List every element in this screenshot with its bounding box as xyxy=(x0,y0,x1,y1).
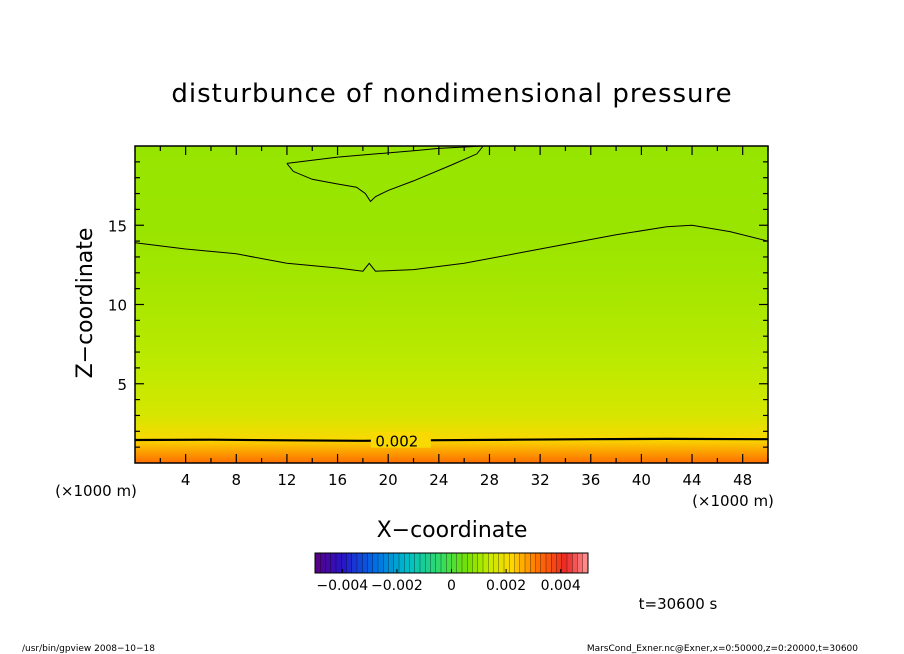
y-tick-label: 15 xyxy=(108,217,127,235)
colorbar-segment xyxy=(577,552,584,574)
y-unit-label: (×1000 m) xyxy=(55,482,137,500)
y-axis-label: Z−coordinate xyxy=(73,228,98,379)
colorbar-segment xyxy=(551,552,557,574)
colorbar-segment xyxy=(530,552,536,574)
contour-line xyxy=(135,437,768,442)
time-label: t=30600 s xyxy=(639,595,718,613)
colorbar-segment xyxy=(451,552,458,574)
x-tick-label: 4 xyxy=(181,471,191,489)
x-tick-label: 48 xyxy=(733,471,752,489)
colorbar-tick-label: −0.004 xyxy=(316,578,368,594)
colorbar-segment xyxy=(461,552,468,574)
colorbar-segment xyxy=(561,552,568,574)
colorbar: −0.004 −0.002 0 0.002 0.004 xyxy=(314,552,589,594)
x-tick-label: 16 xyxy=(328,471,347,489)
chart-title: disturbunce of nondimensional pressure xyxy=(171,79,732,109)
colorbar-segment xyxy=(377,552,384,574)
colorbar-segment xyxy=(430,552,437,574)
contour-line xyxy=(135,224,768,272)
x-ticks: 4 8 12 16 20 24 28 32 36 40 44 48 xyxy=(159,146,769,489)
colorbar-segment xyxy=(446,552,452,574)
colorbar-segment xyxy=(356,552,363,574)
colorbar-segment xyxy=(404,552,410,574)
x-tick-label: 8 xyxy=(232,471,242,489)
colorbar-segment xyxy=(509,552,515,574)
colorbar-segment xyxy=(362,552,368,574)
colorbar-segment xyxy=(482,552,489,574)
colorbar-tick-label: 0.002 xyxy=(486,578,526,594)
contour-label: 0.002 xyxy=(375,433,418,451)
colorbar-segment xyxy=(514,552,521,574)
colorbar-segment xyxy=(320,552,326,574)
y-ticks: 5 10 15 xyxy=(108,161,768,448)
x-unit-label: (×1000 m) xyxy=(692,492,774,510)
colorbar-segment xyxy=(540,552,547,574)
colorbar-segment xyxy=(503,552,510,574)
x-tick-label: 44 xyxy=(682,471,701,489)
colorbar-segment xyxy=(325,552,332,574)
field-shading xyxy=(135,146,768,463)
colorbar-segment xyxy=(519,552,526,574)
colorbar-segment xyxy=(335,552,342,574)
y-tick-label: 10 xyxy=(108,297,127,315)
x-tick-label: 32 xyxy=(531,471,550,489)
x-axis-label: X−coordinate xyxy=(377,518,528,543)
colorbar-tick-label: 0.004 xyxy=(541,578,581,594)
colorbar-segment xyxy=(398,552,405,574)
colorbar-segment xyxy=(493,552,500,574)
colorbar-segment xyxy=(467,552,473,574)
colorbar-segment xyxy=(388,552,395,574)
colorbar-segment xyxy=(409,552,416,574)
colorbar-segment xyxy=(346,552,353,574)
colorbar-segment xyxy=(572,552,578,574)
colorbar-segment xyxy=(488,552,494,574)
colorbar-segment xyxy=(545,552,552,574)
colorbar-segment xyxy=(456,552,463,574)
colorbar-segment xyxy=(498,552,505,574)
colorbar-tick-label: −0.002 xyxy=(371,578,423,594)
footer-left: /usr/bin/gpview 2008−10−18 xyxy=(22,644,155,654)
y-tick-label: 5 xyxy=(117,376,127,394)
colorbar-tick-label: 0 xyxy=(447,578,456,594)
colorbar-segment xyxy=(419,552,426,574)
colorbar-segment xyxy=(477,552,484,574)
x-tick-label: 40 xyxy=(632,471,651,489)
colorbar-segment xyxy=(425,552,431,574)
contour-layer: 0.002 xyxy=(135,146,768,451)
colorbar-segment xyxy=(330,552,337,574)
colorbar-segment xyxy=(535,552,542,574)
colorbar-segment xyxy=(472,552,479,574)
colorbar-ticks: −0.004 −0.002 0 0.002 0.004 xyxy=(316,569,581,594)
x-tick-label: 28 xyxy=(480,471,499,489)
x-tick-label: 20 xyxy=(379,471,398,489)
footer-right: MarsCond_Exner.nc@Exner,x=0:50000,z=0:20… xyxy=(587,644,858,654)
x-tick-label: 12 xyxy=(277,471,296,489)
contour-label-bg xyxy=(370,431,431,448)
colorbar-segment xyxy=(440,552,447,574)
colorbar-segment xyxy=(414,552,421,574)
colorbar-segment xyxy=(351,552,358,574)
x-tick-label: 36 xyxy=(581,471,600,489)
colorbar-segment xyxy=(383,552,389,574)
colorbar-segment xyxy=(556,552,563,574)
colorbar-segment xyxy=(524,552,531,574)
colorbar-segment xyxy=(314,552,321,574)
colorbar-segment xyxy=(367,552,374,574)
colorbar-segment xyxy=(582,552,589,574)
x-tick-label: 24 xyxy=(429,471,448,489)
contour-line xyxy=(286,146,484,203)
colorbar-segment xyxy=(372,552,379,574)
colorbar-segment xyxy=(435,552,442,574)
colorbar-segment xyxy=(566,552,573,574)
